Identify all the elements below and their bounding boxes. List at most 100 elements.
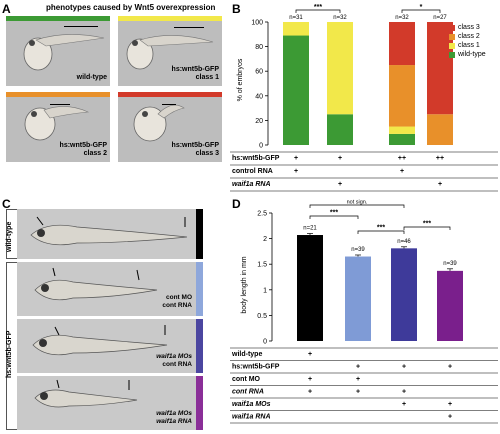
row-label-line2: cont RNA: [162, 302, 192, 309]
scale-bar: [64, 26, 98, 27]
legend-item: class 2: [449, 33, 500, 40]
table-cell: +: [356, 389, 360, 396]
n-label: n=32: [395, 15, 409, 21]
legend-item: class 3: [449, 24, 500, 31]
n-label: n=32: [333, 15, 347, 21]
embryo-image: [133, 104, 185, 142]
bar-segment: [427, 22, 453, 115]
panel-b-letter: B: [232, 2, 241, 16]
legend-swatch: [449, 51, 455, 58]
embryo-image: [34, 267, 158, 301]
embryo-label: hs:wnt5b-GFP class 1: [172, 66, 219, 82]
table-row-label: cont MO: [232, 376, 261, 383]
y-tick-label: 0.5: [257, 313, 267, 320]
class-color-bar: [118, 16, 222, 21]
embryo-image: [30, 216, 188, 246]
legend-item: wild-type: [449, 51, 500, 58]
bar: [345, 256, 371, 341]
panel-a-letter: A: [2, 2, 11, 16]
row-color-bar: [196, 209, 203, 259]
table-cell: +: [294, 155, 298, 162]
table-row-label: waif1a RNA: [232, 414, 271, 421]
significance-label: ***: [423, 221, 431, 228]
bar-segment: [283, 22, 309, 36]
group-label-transgenic: hs:wnt5b-GFP: [6, 330, 13, 378]
embryo-image: [34, 379, 138, 408]
bar-segment: [427, 114, 453, 145]
row-color-bar: [196, 319, 203, 373]
embryo-label-line1: hs:wnt5b-GFP: [171, 66, 219, 73]
scale-bar: [162, 104, 176, 105]
embryo-class-1: hs:wnt5b-GFP class 1: [118, 16, 222, 86]
y-tick-label: 0: [263, 339, 267, 346]
significance-label: ***: [330, 210, 338, 217]
embryo-row-cont: cont MO cont RNA: [17, 262, 203, 316]
table-cell: +: [448, 414, 452, 421]
panel-a-title: phenotypes caused by Wnt5 overexpression: [46, 3, 216, 12]
table-cell: +: [338, 181, 342, 188]
significance-label: ***: [314, 4, 322, 11]
table-row-label: waif1a MOs: [232, 401, 271, 408]
embryo-row-rescue: waif1a MOs waif1a RNA: [17, 376, 203, 430]
group-label-wild-type: wild-type: [6, 221, 13, 252]
y-axis-label: % of embryos: [237, 58, 244, 101]
legend: class 3 class 2 class 1 wild-type: [449, 24, 500, 60]
table-row-label: waif1a RNA: [232, 181, 271, 188]
bar: [437, 270, 463, 341]
bar-segment: [389, 65, 415, 127]
row-label-line1: cont MO: [166, 294, 192, 301]
y-tick-label: 2.5: [257, 211, 267, 218]
group-bracket-wild-type: [6, 209, 17, 259]
table-cell: ++: [436, 155, 444, 162]
legend-swatch: [449, 24, 455, 31]
table-cell: +: [448, 401, 452, 408]
significance-label: not sign.: [347, 200, 368, 206]
row-label: cont MO cont RNA: [162, 294, 192, 310]
class-color-bar: [118, 92, 222, 97]
row-label-line2: waif1a RNA: [156, 418, 192, 425]
embryo-label-line2: class 1: [195, 74, 219, 81]
table-cell: +: [402, 364, 406, 371]
table-cell: +: [402, 401, 406, 408]
table-cell: +: [294, 168, 298, 175]
n-label: n=27: [433, 15, 447, 21]
embryo-image: [32, 325, 168, 356]
bar-segment: [283, 35, 309, 145]
scale-bar: [50, 104, 70, 105]
significance-bracket: [403, 226, 451, 230]
y-tick-label: 20: [255, 118, 263, 125]
table-cell: +: [338, 155, 342, 162]
y-tick-label: 2: [263, 236, 267, 243]
y-tick-label: 1.5: [257, 262, 267, 269]
embryo-label-line1: hs:wnt5b-GFP: [59, 142, 107, 149]
legend-swatch: [449, 33, 455, 40]
n-label: n=46: [397, 239, 411, 245]
embryo-label: hs:wnt5b-GFP class 3: [172, 142, 219, 158]
bar-segment: [327, 114, 353, 145]
significance-bracket: [357, 230, 405, 234]
embryo-label-line2: class 2: [83, 150, 107, 157]
table-row-label: control RNA: [232, 168, 273, 175]
legend-label: class 2: [458, 33, 480, 40]
bar-segment: [327, 22, 353, 115]
significance-bracket: [309, 215, 359, 219]
embryo-label-line2: class 3: [195, 150, 219, 157]
bar-segment: [389, 133, 415, 145]
legend-label: class 3: [458, 24, 480, 31]
row-label-line1: waif1a MOs: [156, 353, 192, 360]
y-tick-label: 1: [263, 287, 267, 294]
panel-d-letter: D: [232, 197, 241, 211]
significance-label: *: [420, 4, 423, 11]
table-cell: +: [308, 376, 312, 383]
treatment-table: wild-type + hs:wnt5b-GFP + + + cont MO + + cont R…: [230, 347, 498, 424]
embryo-image: [24, 106, 90, 141]
scale-bar: [174, 27, 204, 28]
embryo-class-3: hs:wnt5b-GFP class 3: [118, 92, 222, 162]
y-tick-label: 40: [255, 93, 263, 100]
bar-segment: [389, 22, 415, 66]
table-cell: +: [356, 376, 360, 383]
y-axis-label: body length in mm: [241, 256, 248, 313]
row-color-bar: [196, 262, 203, 316]
legend-item: class 1: [449, 42, 500, 49]
row-color-bar: [196, 376, 203, 430]
